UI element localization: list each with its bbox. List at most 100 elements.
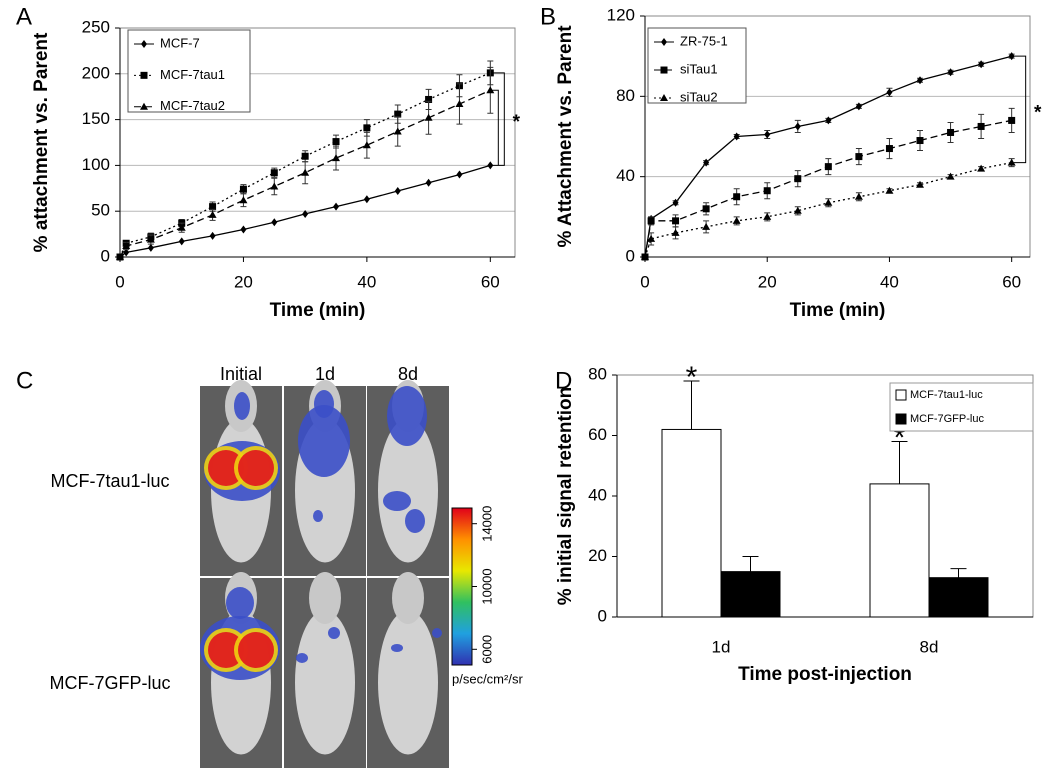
panel-letter: B — [540, 3, 556, 30]
marker — [661, 38, 667, 46]
series-line — [119, 72, 491, 258]
marker — [672, 217, 680, 225]
error-bar — [742, 556, 759, 572]
column-label: 8d — [398, 364, 418, 384]
marker — [333, 202, 340, 211]
marker — [946, 172, 955, 180]
signal-blob — [383, 491, 411, 511]
marker — [1008, 52, 1015, 61]
x-axis-title: Time (min) — [790, 300, 886, 321]
marker — [393, 127, 402, 135]
colorbar-tick-label: 10000 — [479, 568, 494, 604]
marker — [146, 235, 155, 243]
x-tick-label: 60 — [481, 272, 500, 291]
x-tick-label: 0 — [115, 272, 124, 291]
series-line — [644, 119, 1012, 258]
signal-blob — [314, 390, 334, 418]
legend-label: MCF-7tau1 — [160, 67, 225, 82]
marker — [763, 212, 772, 220]
legend-label: MCF-7tau2 — [160, 98, 225, 113]
row-label: MCF-7tau1-luc — [50, 471, 169, 491]
signal-blob — [208, 450, 244, 486]
bar — [661, 428, 722, 618]
legend-label: siTau1 — [680, 61, 718, 76]
marker — [271, 218, 278, 227]
y-tick-label: 200 — [82, 63, 110, 82]
marker — [140, 71, 148, 79]
x-tick-label: 8d — [920, 637, 939, 656]
marker — [123, 248, 130, 257]
marker — [764, 130, 771, 139]
marker — [178, 237, 185, 246]
marker — [486, 86, 495, 94]
signal-blob — [234, 392, 250, 420]
legend-box — [889, 382, 1034, 432]
marker — [209, 203, 217, 211]
legend-swatch — [895, 389, 907, 401]
colorbar — [451, 507, 473, 666]
marker — [425, 95, 433, 103]
mouse-head — [392, 572, 424, 624]
x-axis-title: Time post-injection — [738, 664, 912, 685]
marker — [733, 193, 741, 201]
marker — [362, 141, 371, 149]
marker — [394, 187, 401, 196]
annotation: * — [1034, 102, 1042, 123]
marker — [660, 94, 668, 102]
marker — [947, 128, 955, 136]
marker — [141, 40, 147, 48]
y-tick-label: 150 — [82, 109, 110, 128]
signal-blob — [405, 509, 425, 533]
marker — [733, 132, 740, 141]
marker — [647, 217, 655, 225]
x-tick-label: 40 — [357, 272, 376, 291]
marker — [424, 113, 433, 121]
mouse-body — [378, 610, 438, 755]
x-tick-label: 20 — [234, 272, 253, 291]
marker — [702, 205, 710, 213]
bracket — [492, 72, 505, 166]
bar — [928, 577, 989, 618]
mouse-head — [309, 572, 341, 624]
signal-blob — [208, 632, 244, 668]
marker — [916, 180, 924, 188]
error-bar — [683, 380, 700, 430]
colorbar-tick-label: 6000 — [479, 635, 494, 664]
panel-letter: A — [16, 3, 32, 30]
marker — [885, 186, 894, 194]
x-tick-label: 60 — [1002, 272, 1021, 291]
y-tick-label: 20 — [588, 546, 607, 565]
marker — [456, 170, 463, 179]
x-tick-label: 1d — [712, 637, 731, 656]
y-tick-label: 120 — [607, 5, 635, 24]
marker — [977, 122, 985, 130]
signal-blob — [387, 386, 427, 446]
y-tick-label: 40 — [616, 166, 635, 185]
legend-label: siTau2 — [680, 89, 718, 104]
x-tick-label: 0 — [640, 272, 649, 291]
marker — [394, 110, 402, 118]
marker — [824, 163, 832, 171]
marker — [122, 242, 131, 250]
marker — [177, 223, 186, 231]
column-label: Initial — [220, 364, 262, 384]
marker — [332, 138, 340, 146]
marker — [854, 192, 863, 200]
x-axis-title: Time (min) — [270, 300, 366, 321]
y-tick-label: 0 — [626, 246, 635, 265]
marker — [647, 234, 656, 242]
mouse-body — [295, 610, 355, 755]
y-tick-label: 50 — [91, 201, 110, 220]
marker — [793, 206, 802, 214]
marker — [660, 66, 668, 74]
legend-label: MCF-7tau1-luc — [910, 389, 983, 401]
signal-blob — [328, 627, 340, 639]
legend-swatch — [895, 413, 907, 425]
marker — [732, 216, 741, 224]
signal-blob — [296, 653, 308, 663]
marker — [363, 195, 370, 204]
y-axis-title: % attachment vs. Parent — [31, 32, 52, 252]
series-line — [119, 164, 491, 258]
colorbar-unit: p/sec/cm²/sr — [452, 671, 523, 686]
